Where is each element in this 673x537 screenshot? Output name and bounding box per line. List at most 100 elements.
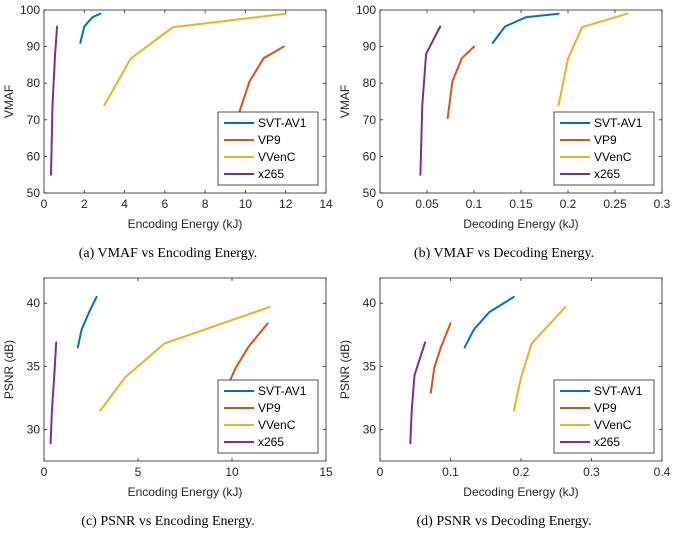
chart-panel-vmaf-encoding: 0 2 4 6 8 10 12 14 50 60 70 80 90 100 Encoding Energy … bbox=[0, 0, 336, 268]
y-tick-label: 30 bbox=[27, 422, 41, 436]
series-line-vvenc bbox=[99, 306, 271, 412]
x-tick-label: 0 bbox=[41, 197, 48, 211]
y-tick-label: 50 bbox=[27, 186, 41, 200]
series-line-vp9 bbox=[446, 45, 475, 119]
y-tick-label: 40 bbox=[363, 296, 377, 310]
legend-box bbox=[553, 379, 655, 454]
chart-caption: (a) VMAF vs Encoding Energy. bbox=[78, 246, 258, 261]
y-tick-label: 70 bbox=[363, 113, 377, 127]
y-tick-label: 90 bbox=[27, 40, 41, 54]
y-tick-label: 100 bbox=[20, 3, 40, 17]
x-tick-label: 0.2 bbox=[560, 197, 577, 211]
chart-panel-psnr-encoding: 0 5 10 15 30 35 40 Encoding Energy (kJ) PSNR (dB… bbox=[0, 268, 336, 536]
y-tick-label: 30 bbox=[363, 422, 377, 436]
x-axis-label: Encoding Energy (kJ) bbox=[128, 485, 243, 499]
chart-caption: (d) PSNR vs Decoding Energy. bbox=[416, 514, 592, 529]
series-line-x265 bbox=[419, 25, 442, 176]
chart-vmaf-decoding: 0 0.05 0.1 0.15 0.2 0.25 0.3 50 60 70 80 90 100 Decod… bbox=[338, 3, 671, 231]
legend-label-x265: x265 bbox=[258, 167, 284, 181]
y-tick-label: 70 bbox=[27, 113, 41, 127]
legend-label-vvenc: VVenC bbox=[258, 150, 296, 164]
y-axis-label: PSNR (dB) bbox=[2, 340, 16, 399]
x-tick-label: 0.05 bbox=[415, 197, 439, 211]
series-line-svt-av1 bbox=[491, 12, 560, 44]
legend-box bbox=[553, 111, 655, 186]
x-axis-label: Decoding Energy (kJ) bbox=[463, 485, 578, 499]
plot-area-frame bbox=[43, 277, 327, 462]
series-line-x265 bbox=[409, 341, 427, 445]
y-tick-label: 80 bbox=[27, 76, 41, 90]
x-tick-label: 8 bbox=[202, 197, 209, 211]
chart-psnr-encoding: 0 5 10 15 30 35 40 Encoding Energy (kJ) PSNR (dB… bbox=[2, 277, 333, 499]
y-tick-label: 35 bbox=[363, 359, 377, 373]
legend-label-svt-av1: SVT-AV1 bbox=[258, 116, 307, 130]
legend-label-vvenc: VVenC bbox=[258, 418, 296, 432]
x-tick-label: 15 bbox=[319, 465, 333, 479]
plot-area-frame bbox=[379, 277, 663, 462]
y-tick-label: 80 bbox=[363, 76, 377, 90]
legend-label-vvenc: VVenC bbox=[594, 150, 632, 164]
legend-label-x265: x265 bbox=[594, 435, 620, 449]
plot-area-frame bbox=[43, 9, 327, 194]
chart-panel-vmaf-decoding: 0 0.05 0.1 0.15 0.2 0.25 0.3 50 60 70 80 90 100 Decod… bbox=[336, 0, 672, 268]
x-tick-label: 0.25 bbox=[603, 197, 627, 211]
legend-label-svt-av1: SVT-AV1 bbox=[594, 384, 643, 398]
x-tick-label: 0.1 bbox=[466, 197, 483, 211]
x-tick-label: 4 bbox=[121, 197, 128, 211]
x-tick-label: 0 bbox=[377, 197, 384, 211]
x-tick-label: 0.15 bbox=[509, 197, 533, 211]
y-axis-label: PSNR (dB) bbox=[338, 340, 352, 399]
y-tick-label: 50 bbox=[363, 186, 377, 200]
legend-label-vp9: VP9 bbox=[594, 133, 617, 147]
legend-label-vp9: VP9 bbox=[258, 401, 281, 415]
legend-box bbox=[217, 111, 319, 186]
series-line-svt-av1 bbox=[76, 295, 98, 349]
x-tick-label: 10 bbox=[225, 465, 239, 479]
series-line-vp9 bbox=[236, 45, 285, 119]
x-tick-label: 0.3 bbox=[583, 465, 600, 479]
x-tick-label: 14 bbox=[319, 197, 333, 211]
series-line-x265 bbox=[49, 341, 58, 445]
series-line-x265 bbox=[50, 25, 59, 176]
y-tick-label: 40 bbox=[27, 296, 41, 310]
x-tick-label: 2 bbox=[81, 197, 88, 211]
x-tick-label: 5 bbox=[135, 465, 142, 479]
series-line-svt-av1 bbox=[79, 12, 102, 44]
legend-box bbox=[217, 379, 319, 454]
legend-label-x265: x265 bbox=[258, 435, 284, 449]
series-line-vvenc bbox=[557, 12, 629, 107]
chart-vmaf-encoding: 0 2 4 6 8 10 12 14 50 60 70 80 90 100 Encoding Energy … bbox=[2, 3, 333, 231]
x-tick-label: 0.1 bbox=[442, 465, 459, 479]
x-tick-label: 0 bbox=[41, 465, 48, 479]
x-tick-label: 0 bbox=[377, 465, 384, 479]
x-axis-label: Decoding Energy (kJ) bbox=[463, 217, 578, 231]
legend-label-vvenc: VVenC bbox=[594, 418, 632, 432]
x-tick-label: 0.4 bbox=[654, 465, 671, 479]
chart-panel-psnr-decoding: 0 0.1 0.2 0.3 0.4 30 35 40 Decoding Energy (kJ) P… bbox=[336, 268, 672, 536]
x-tick-label: 6 bbox=[162, 197, 169, 211]
x-tick-label: 0.2 bbox=[513, 465, 530, 479]
chart-caption: (c) PSNR vs Encoding Energy. bbox=[81, 514, 255, 529]
chart-caption: (b) VMAF vs Decoding Energy. bbox=[413, 246, 595, 261]
y-tick-label: 100 bbox=[356, 3, 376, 17]
y-axis-label: VMAF bbox=[2, 85, 16, 118]
x-tick-label: 10 bbox=[239, 197, 253, 211]
chart-psnr-decoding: 0 0.1 0.2 0.3 0.4 30 35 40 Decoding Energy (kJ) P… bbox=[338, 277, 671, 499]
legend-label-svt-av1: SVT-AV1 bbox=[594, 116, 643, 130]
series-line-vp9 bbox=[429, 322, 452, 394]
series-line-svt-av1 bbox=[463, 295, 515, 349]
x-tick-label: 12 bbox=[279, 197, 293, 211]
plot-area-frame bbox=[379, 9, 663, 194]
series-line-vvenc bbox=[512, 306, 567, 412]
legend-label-x265: x265 bbox=[594, 167, 620, 181]
y-tick-label: 60 bbox=[27, 149, 41, 163]
series-line-vvenc bbox=[103, 12, 287, 107]
y-tick-label: 35 bbox=[27, 359, 41, 373]
y-axis-label: VMAF bbox=[338, 85, 352, 118]
y-tick-label: 90 bbox=[363, 40, 377, 54]
legend-label-svt-av1: SVT-AV1 bbox=[258, 384, 307, 398]
x-axis-label: Encoding Energy (kJ) bbox=[128, 217, 243, 231]
y-tick-label: 60 bbox=[363, 149, 377, 163]
legend-label-vp9: VP9 bbox=[594, 401, 617, 415]
legend-label-vp9: VP9 bbox=[258, 133, 281, 147]
